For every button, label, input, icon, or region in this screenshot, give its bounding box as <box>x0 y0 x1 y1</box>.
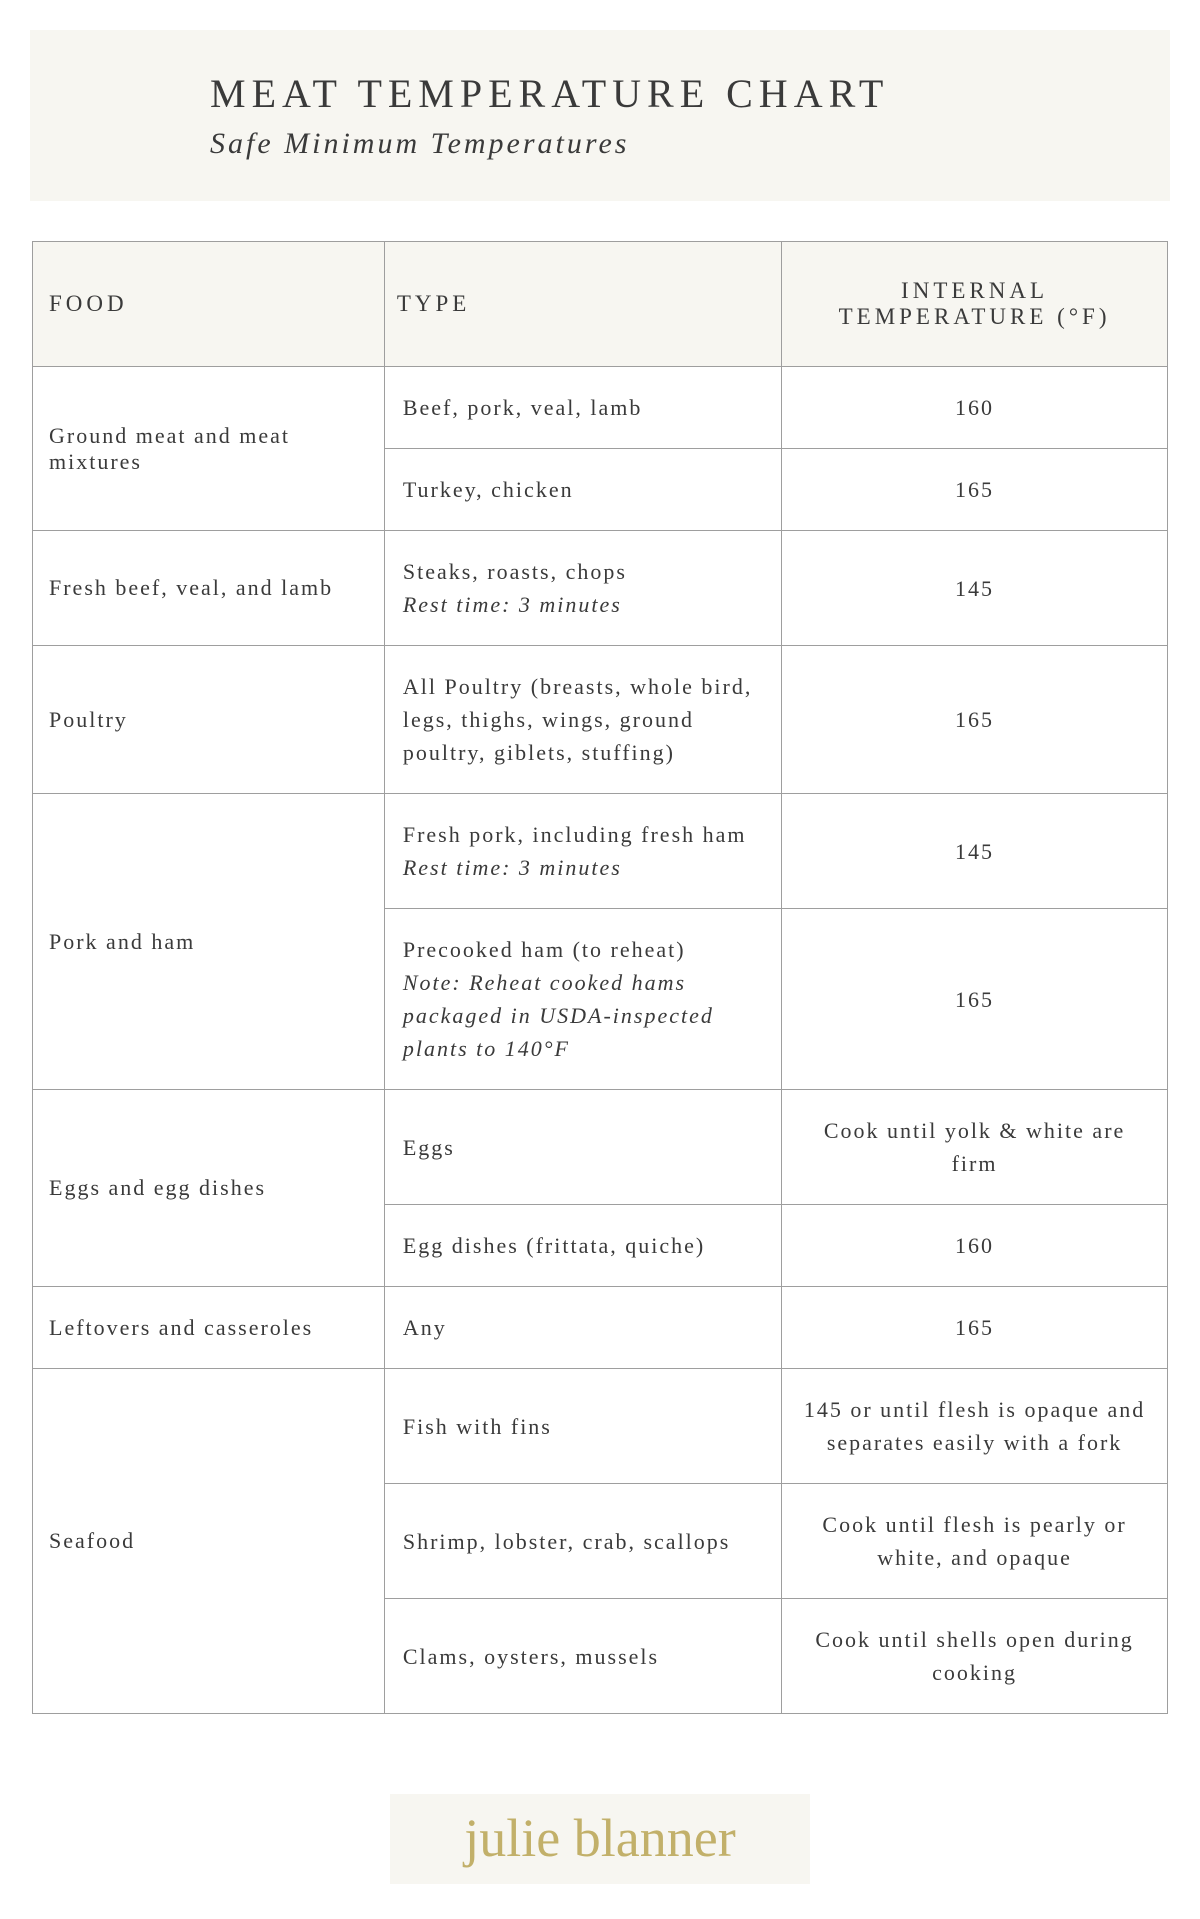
signature-logo: julie blanner <box>390 1794 810 1884</box>
col-header-food: FOOD <box>33 242 385 367</box>
table-row: SeafoodFish with fins145 or until flesh … <box>33 1369 1168 1484</box>
type-cell: Turkey, chicken <box>384 449 781 531</box>
table-row: Fresh beef, veal, and lambSteaks, roasts… <box>33 531 1168 646</box>
type-note: Rest time: 3 minutes <box>403 855 622 880</box>
svg-text:julie blanner: julie blanner <box>462 1808 735 1868</box>
table-row: Pork and hamFresh pork, including fresh … <box>33 794 1168 909</box>
temperature-cell: 160 <box>782 1205 1168 1287</box>
temperature-cell: 145 <box>782 794 1168 909</box>
type-cell: Fresh pork, including fresh ham Rest time… <box>384 794 781 909</box>
type-text: Fish with fins <box>403 1414 552 1439</box>
type-text: Precooked ham (to reheat) <box>403 937 686 962</box>
table-body: Ground meat and meat mixtures Beef, pork,… <box>33 367 1168 1714</box>
temperature-cell: 165 <box>782 449 1168 531</box>
type-text: Eggs <box>403 1135 455 1160</box>
table-header-row: FOOD TYPE INTERNAL TEMPERATURE (°F) <box>33 242 1168 367</box>
chart-subtitle: Safe Minimum Temperatures <box>210 127 1170 161</box>
food-cell: Ground meat and meat mixtures <box>33 367 385 531</box>
temperature-table: FOOD TYPE INTERNAL TEMPERATURE (°F) Grou… <box>32 241 1168 1714</box>
type-note: Rest time: 3 minutes <box>403 592 622 617</box>
temperature-cell: 160 <box>782 367 1168 449</box>
food-cell: Seafood <box>33 1369 385 1714</box>
type-cell: Egg dishes (frittata, quiche) <box>384 1205 781 1287</box>
table-row: Ground meat and meat mixturesBeef, pork,… <box>33 367 1168 449</box>
table-container: FOOD TYPE INTERNAL TEMPERATURE (°F) Grou… <box>30 241 1170 1714</box>
chart-title: MEAT TEMPERATURE CHART <box>210 70 1170 117</box>
temperature-cell: 165 <box>782 909 1168 1090</box>
signature-block: julie blanner <box>30 1764 1170 1919</box>
food-cell: Eggs and egg dishes <box>33 1090 385 1287</box>
temperature-cell: 145 or until flesh is opaque and separat… <box>782 1369 1168 1484</box>
type-cell: All Poultry (breasts, whole bird, legs, … <box>384 646 781 794</box>
header-band: MEAT TEMPERATURE CHART Safe Minimum Temp… <box>30 30 1170 201</box>
temperature-cell: 145 <box>782 531 1168 646</box>
type-text: Beef, pork, veal, lamb <box>403 395 643 420</box>
type-cell: Fish with fins <box>384 1369 781 1484</box>
type-text: All Poultry (breasts, whole bird, legs, … <box>403 674 753 765</box>
table-row: PoultryAll Poultry (breasts, whole bird,… <box>33 646 1168 794</box>
food-cell: Fresh beef, veal, and lamb <box>33 531 385 646</box>
type-cell: Shrimp, lobster, crab, scallops <box>384 1484 781 1599</box>
type-text: Egg dishes (frittata, quiche) <box>403 1233 705 1258</box>
type-text: Fresh pork, including fresh ham <box>403 822 747 847</box>
food-cell: Leftovers and casseroles <box>33 1287 385 1369</box>
food-cell: Poultry <box>33 646 385 794</box>
table-row: Leftovers and casseroles Any 165 <box>33 1287 1168 1369</box>
type-text: Steaks, roasts, chops <box>403 559 627 584</box>
temperature-cell: Cook until shells open during cooking <box>782 1599 1168 1714</box>
temperature-cell: 165 <box>782 646 1168 794</box>
temperature-cell: 165 <box>782 1287 1168 1369</box>
type-cell: Beef, pork, veal, lamb <box>384 367 781 449</box>
type-note: Note: Reheat cooked hams packaged in USD… <box>403 970 714 1061</box>
type-cell: Clams, oysters, mussels <box>384 1599 781 1714</box>
temperature-cell: Cook until yolk & white are firm <box>782 1090 1168 1205</box>
type-text: Shrimp, lobster, crab, scallops <box>403 1529 731 1554</box>
food-cell: Pork and ham <box>33 794 385 1090</box>
type-text: Any <box>403 1315 447 1340</box>
col-header-type: TYPE <box>384 242 781 367</box>
type-text: Clams, oysters, mussels <box>403 1644 659 1669</box>
type-cell: Precooked ham (to reheat) Note: Reheat co… <box>384 909 781 1090</box>
type-cell: Any <box>384 1287 781 1369</box>
type-cell: Eggs <box>384 1090 781 1205</box>
type-text: Turkey, chicken <box>403 477 574 502</box>
col-header-temperature: INTERNAL TEMPERATURE (°F) <box>782 242 1168 367</box>
type-cell: Steaks, roasts, chops Rest time: 3 minute… <box>384 531 781 646</box>
table-row: Eggs and egg dishesEggsCook until yolk &… <box>33 1090 1168 1205</box>
temperature-cell: Cook until flesh is pearly or white, and… <box>782 1484 1168 1599</box>
